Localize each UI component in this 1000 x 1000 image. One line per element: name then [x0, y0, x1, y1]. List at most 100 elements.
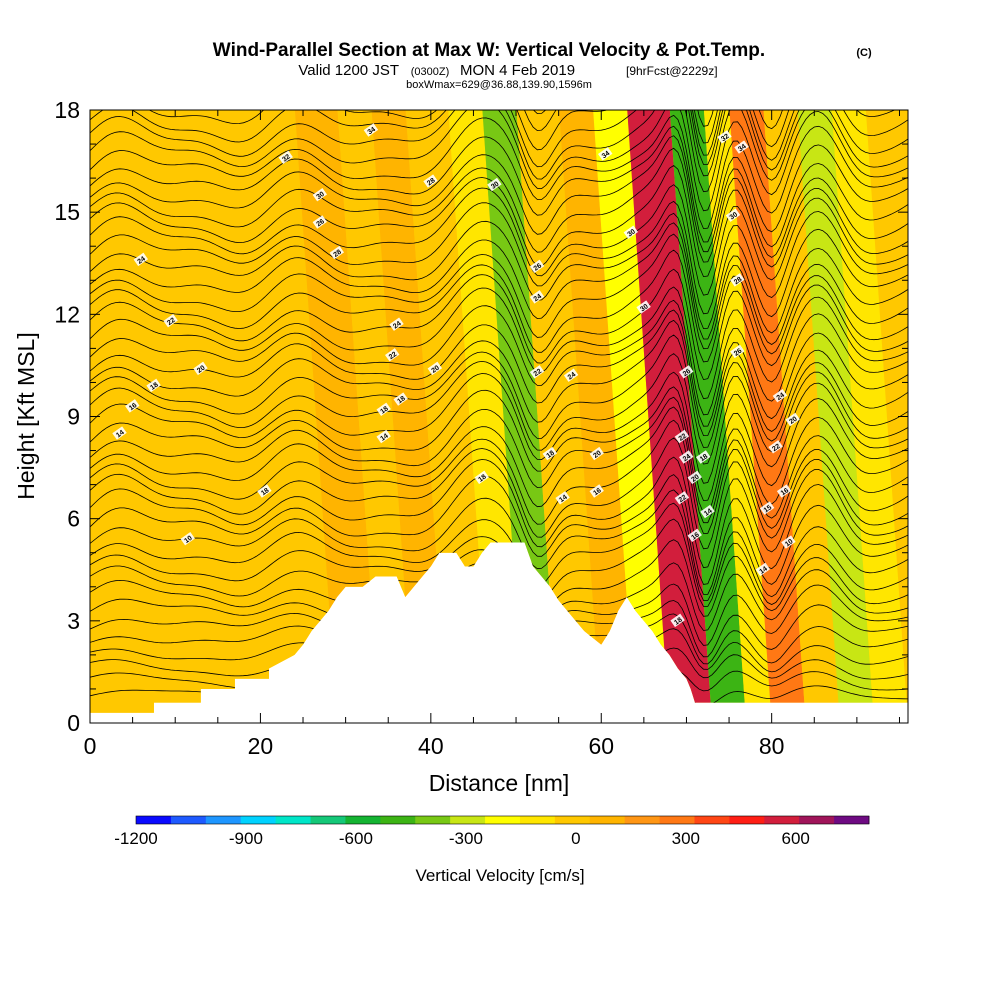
- colorbar-swatch-2: [205, 816, 242, 824]
- svg-text:32: 32: [281, 153, 291, 163]
- contour-label-38: 26: [679, 365, 694, 379]
- velocity-cell-14: [593, 110, 670, 713]
- x-tick-label-4: 80: [759, 733, 785, 759]
- svg-text:22: 22: [678, 433, 688, 443]
- velocity-cell-15: [627, 110, 713, 713]
- svg-text:22: 22: [771, 443, 781, 453]
- svg-text:24: 24: [533, 293, 543, 303]
- theta-contour-19: [90, 371, 908, 484]
- x-axis-label: Distance [nm]: [429, 770, 570, 796]
- contour-label-44: 18: [696, 450, 711, 464]
- theta-contour-10: [90, 502, 908, 601]
- contour-label-22: 18: [376, 402, 391, 417]
- contour-label-42: 22: [768, 440, 783, 454]
- x-axis-ticks: 0 20 40 60 80: [84, 110, 900, 759]
- svg-text:24: 24: [776, 392, 786, 402]
- colorbar: [135, 815, 870, 825]
- svg-text:16: 16: [128, 402, 138, 412]
- theta-contour-20: [90, 353, 908, 465]
- contour-label-37: 26: [730, 344, 745, 359]
- subtitle-date: MON 4 Feb 2019: [460, 62, 575, 79]
- contour-label-19: 24: [563, 368, 579, 382]
- theta-contour-16: [90, 406, 908, 524]
- svg-text:26: 26: [682, 368, 692, 378]
- svg-text:18: 18: [673, 616, 683, 626]
- svg-text:18: 18: [699, 453, 709, 463]
- contour-label-17: 20: [427, 361, 443, 376]
- svg-text:30: 30: [490, 181, 500, 191]
- svg-text:18: 18: [545, 450, 555, 460]
- contour-label-35: 30: [725, 208, 741, 222]
- contour-label-3: 26: [312, 215, 328, 229]
- contour-label-51: 10: [781, 535, 796, 549]
- theta-contour-14: [90, 437, 908, 550]
- colorbar-swatch-15: [659, 816, 695, 824]
- colorbar-swatch-10: [485, 816, 521, 824]
- colorbar-tick-label-5: 300: [672, 829, 700, 848]
- svg-text:10: 10: [784, 538, 794, 548]
- theta-contour-35: [90, 135, 908, 253]
- contour-label-29: 18: [257, 484, 272, 498]
- svg-text:18: 18: [260, 487, 270, 497]
- y-tick-label-1: 3: [67, 608, 80, 634]
- colorbar-swatch-1: [170, 816, 207, 824]
- contour-label-50: 16: [687, 528, 702, 543]
- theta-contour-24: [90, 299, 908, 416]
- colorbar-swatch-16: [694, 816, 730, 824]
- contour-label-43: 24: [679, 450, 694, 464]
- colorbar-swatch-4: [275, 816, 311, 824]
- svg-text:18: 18: [379, 405, 389, 415]
- contour-label-33: 32: [717, 130, 732, 144]
- subtitle-utc: (0300Z): [411, 66, 450, 78]
- svg-text:20: 20: [690, 473, 700, 483]
- svg-text:28: 28: [426, 177, 436, 187]
- svg-text:26: 26: [733, 347, 743, 357]
- x-tick-label-2: 40: [418, 733, 444, 759]
- svg-text:32: 32: [720, 133, 730, 143]
- contour-labels: 34 32 30 26 28 24 28 30 34 30 30 26 24 22 24 22 20 20 22 24…: [112, 123, 800, 628]
- contour-label-11: 26: [529, 259, 545, 274]
- svg-text:28: 28: [332, 249, 342, 259]
- svg-text:14: 14: [379, 433, 389, 443]
- theta-contour-43: [90, 110, 908, 144]
- contour-label-12: 24: [529, 290, 545, 304]
- theta-contours: [90, 110, 908, 707]
- colorbar-swatch-3: [240, 816, 277, 824]
- colorbar-tick-label-3: -300: [449, 829, 483, 848]
- contour-label-26: 18: [542, 446, 558, 461]
- theta-contour-28: [90, 233, 908, 350]
- contour-label-21: 18: [393, 392, 408, 406]
- velocity-cell-19: [763, 110, 840, 713]
- svg-text:30: 30: [626, 228, 636, 238]
- svg-text:26: 26: [533, 262, 543, 272]
- svg-text:14: 14: [703, 508, 713, 518]
- contour-label-18: 22: [529, 365, 545, 379]
- svg-text:16: 16: [690, 531, 700, 541]
- svg-text:22: 22: [533, 368, 543, 378]
- contour-label-53: 18: [670, 613, 685, 628]
- svg-text:20: 20: [592, 450, 602, 460]
- svg-text:30: 30: [729, 211, 739, 221]
- contour-label-49: 15: [759, 501, 775, 515]
- contour-label-4: 28: [329, 245, 345, 260]
- svg-text:24: 24: [567, 371, 577, 381]
- theta-contour-27: [90, 249, 908, 363]
- contour-label-48: 16: [776, 484, 792, 498]
- theta-contour-22: [90, 319, 908, 437]
- contour-label-15: 22: [385, 348, 400, 362]
- svg-text:16: 16: [780, 487, 790, 497]
- velocity-cell-1: [124, 110, 201, 713]
- svg-text:18: 18: [396, 395, 406, 405]
- y-tick-label-2: 6: [67, 506, 80, 532]
- svg-text:20: 20: [196, 364, 206, 374]
- x-tick-label-0: 0: [84, 733, 97, 759]
- theta-contour-23: [90, 309, 908, 427]
- colorbar-swatch-7: [380, 816, 416, 824]
- colorbar-swatch-17: [729, 816, 765, 824]
- colorbar-swatch-9: [450, 816, 486, 824]
- x-tick-label-3: 60: [588, 733, 614, 759]
- x-tick-label-1: 20: [248, 733, 274, 759]
- svg-text:24: 24: [136, 255, 146, 265]
- svg-text:15: 15: [763, 504, 773, 514]
